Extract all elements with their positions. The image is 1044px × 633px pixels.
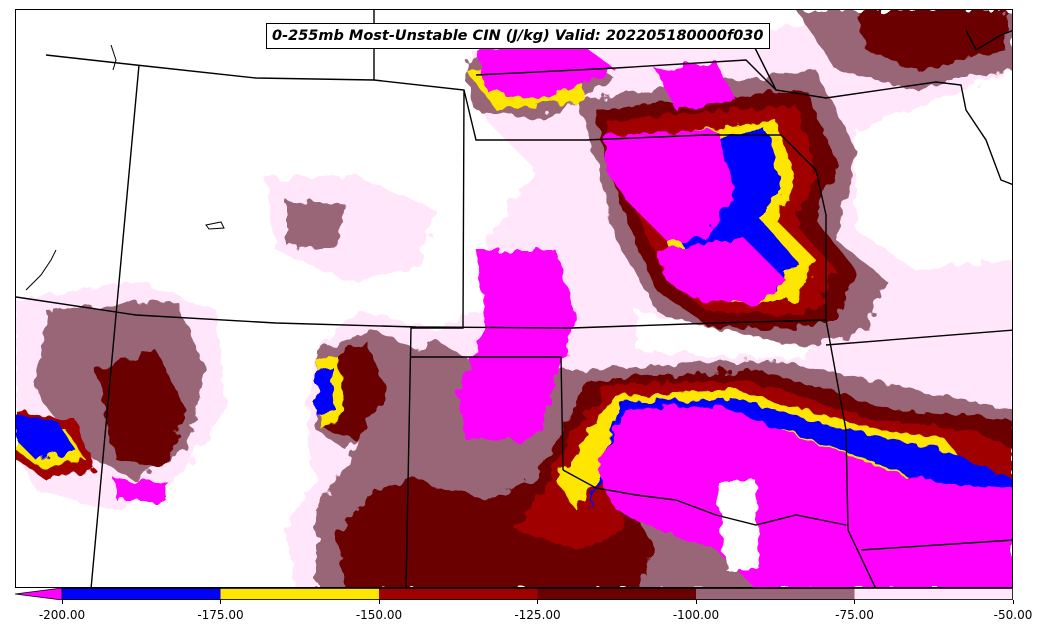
colorbar-tick-label: -50.00 (993, 608, 1033, 622)
colorbar-tick-mark (695, 600, 697, 604)
colorbar-tick-mark (1012, 600, 1014, 604)
cin-contour-map (16, 10, 1012, 587)
colorbar-bin-5 (854, 588, 1013, 600)
colorbar-tick-mark (378, 600, 380, 604)
colorbar-tick-mark (61, 600, 63, 604)
map-title: 0-255mb Most-Unstable CIN (J/kg) Valid: … (266, 23, 770, 49)
map-panel[interactable]: 0-255mb Most-Unstable CIN (J/kg) Valid: … (15, 9, 1013, 588)
state-boundaries (16, 10, 1012, 587)
colorbar-tick-label: -150.00 (355, 608, 403, 622)
lakes (25, 44, 225, 291)
colorbar-extend-min (15, 588, 63, 600)
colorbar (15, 588, 1013, 600)
colorbar-tick-mark (854, 600, 855, 604)
colorbar-tick-mark (537, 600, 538, 604)
colorbar-outline (61, 588, 1013, 600)
colorbar-tick-label: -125.00 (514, 608, 561, 622)
cin-band-lt-200 (116, 40, 1012, 587)
colorbar-bin-4 (696, 588, 855, 600)
colorbar-bin-2 (379, 588, 538, 600)
colorbar-tick-label: -175.00 (197, 608, 244, 622)
colorbar-tick-mark (220, 600, 221, 604)
colorbar-tick-label: -200.00 (38, 608, 86, 622)
colorbar-tick-label: -75.00 (835, 608, 874, 622)
colorbar-bin-3 (537, 588, 696, 600)
colorbar-bin-0 (62, 588, 221, 600)
colorbar-bin-1 (220, 588, 379, 600)
colorbar-tick-label: -100.00 (672, 608, 720, 622)
